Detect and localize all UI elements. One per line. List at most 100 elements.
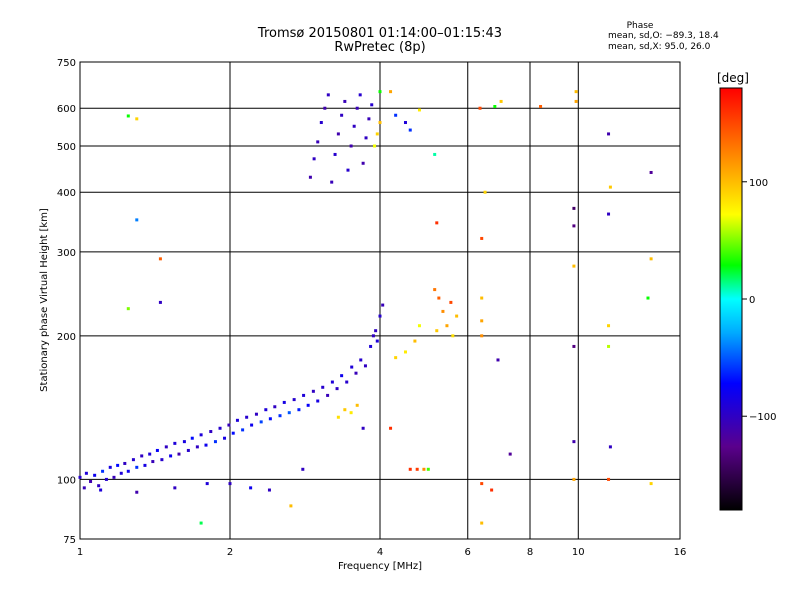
data-point [126, 114, 130, 118]
data-point [370, 103, 374, 107]
y-tick-label: 200 [57, 332, 76, 343]
data-point [451, 334, 455, 338]
data-point [228, 482, 232, 486]
data-point [480, 319, 484, 323]
data-point [89, 479, 93, 483]
data-point [349, 411, 353, 415]
data-point [319, 121, 323, 125]
data-point [449, 300, 453, 304]
chart-subtitle: RwPretec (8p) [334, 40, 426, 55]
data-point [346, 168, 350, 172]
data-point [182, 440, 186, 444]
data-point [116, 463, 120, 467]
data-point [308, 175, 312, 179]
data-point [343, 99, 347, 103]
data-point [135, 490, 139, 494]
data-point [250, 423, 254, 427]
data-point [607, 344, 611, 348]
grid [80, 62, 680, 539]
data-point [408, 128, 412, 132]
data-point [371, 334, 375, 338]
data-point [205, 482, 209, 486]
colorbar-tick-label: 0 [749, 295, 755, 306]
data-point [241, 428, 245, 432]
data-point [135, 465, 139, 469]
data-point [343, 408, 347, 412]
data-point [373, 144, 377, 148]
data-point [435, 329, 439, 333]
data-point [422, 467, 426, 471]
data-point [574, 90, 578, 94]
x-tick-label: 4 [377, 547, 383, 558]
y-tick-label: 300 [57, 248, 76, 259]
data-point [361, 161, 365, 165]
data-point [441, 309, 445, 313]
data-point [345, 380, 349, 384]
data-point [321, 385, 325, 389]
data-point [140, 454, 144, 458]
data-point [259, 420, 263, 424]
x-tick-label: 16 [674, 547, 687, 558]
data-point [227, 423, 231, 427]
data-point [539, 105, 543, 109]
data-point [367, 117, 371, 121]
data-point [417, 324, 421, 328]
data-point [301, 467, 305, 471]
data-point [131, 458, 135, 462]
data-point [389, 426, 393, 430]
data-point [433, 152, 437, 156]
data-point [363, 364, 367, 368]
data-point [169, 454, 173, 458]
data-point [316, 399, 320, 403]
data-point [204, 443, 208, 447]
data-point [135, 218, 139, 222]
data-point [361, 426, 365, 430]
data-point [218, 426, 222, 430]
data-point [369, 344, 373, 348]
data-point [349, 144, 353, 148]
data-point [326, 93, 330, 97]
data-point [335, 387, 339, 391]
data-point [437, 296, 441, 300]
data-point [126, 469, 130, 473]
data-point [292, 398, 296, 402]
data-point [254, 412, 258, 416]
colorbar-tick-label: 100 [749, 178, 768, 189]
data-point [496, 358, 500, 362]
data-point [649, 257, 653, 261]
data-point [97, 484, 101, 488]
data-point [403, 350, 407, 354]
data-point [350, 365, 354, 369]
data-point [135, 117, 139, 121]
data-point [359, 358, 363, 362]
data-point [311, 389, 315, 393]
data-point [572, 477, 576, 481]
data-point [186, 448, 190, 452]
data-point [352, 124, 356, 128]
data-point [408, 467, 412, 471]
data-point [374, 329, 378, 333]
data-point [143, 463, 147, 467]
data-point [119, 471, 123, 475]
data-point [160, 458, 164, 462]
axis-ticks: 1 2 4 6 8 10 16 75 100 200 300 400 500 600 750 [57, 58, 686, 558]
data-point [378, 314, 382, 318]
data-point [358, 93, 362, 97]
data-point [316, 140, 320, 144]
data-point [82, 486, 86, 490]
data-point [480, 482, 484, 486]
data-point [483, 190, 487, 194]
data-point [649, 482, 653, 486]
y-tick-label: 600 [57, 104, 76, 115]
data-point [289, 504, 293, 508]
x-tick-label: 8 [527, 547, 533, 558]
data-point [394, 356, 398, 360]
colorbar [719, 87, 743, 511]
data-point [155, 448, 159, 452]
data-point [126, 307, 130, 311]
data-point [354, 371, 358, 375]
data-point [330, 380, 334, 384]
data-point [173, 441, 177, 445]
data-point [287, 411, 291, 415]
